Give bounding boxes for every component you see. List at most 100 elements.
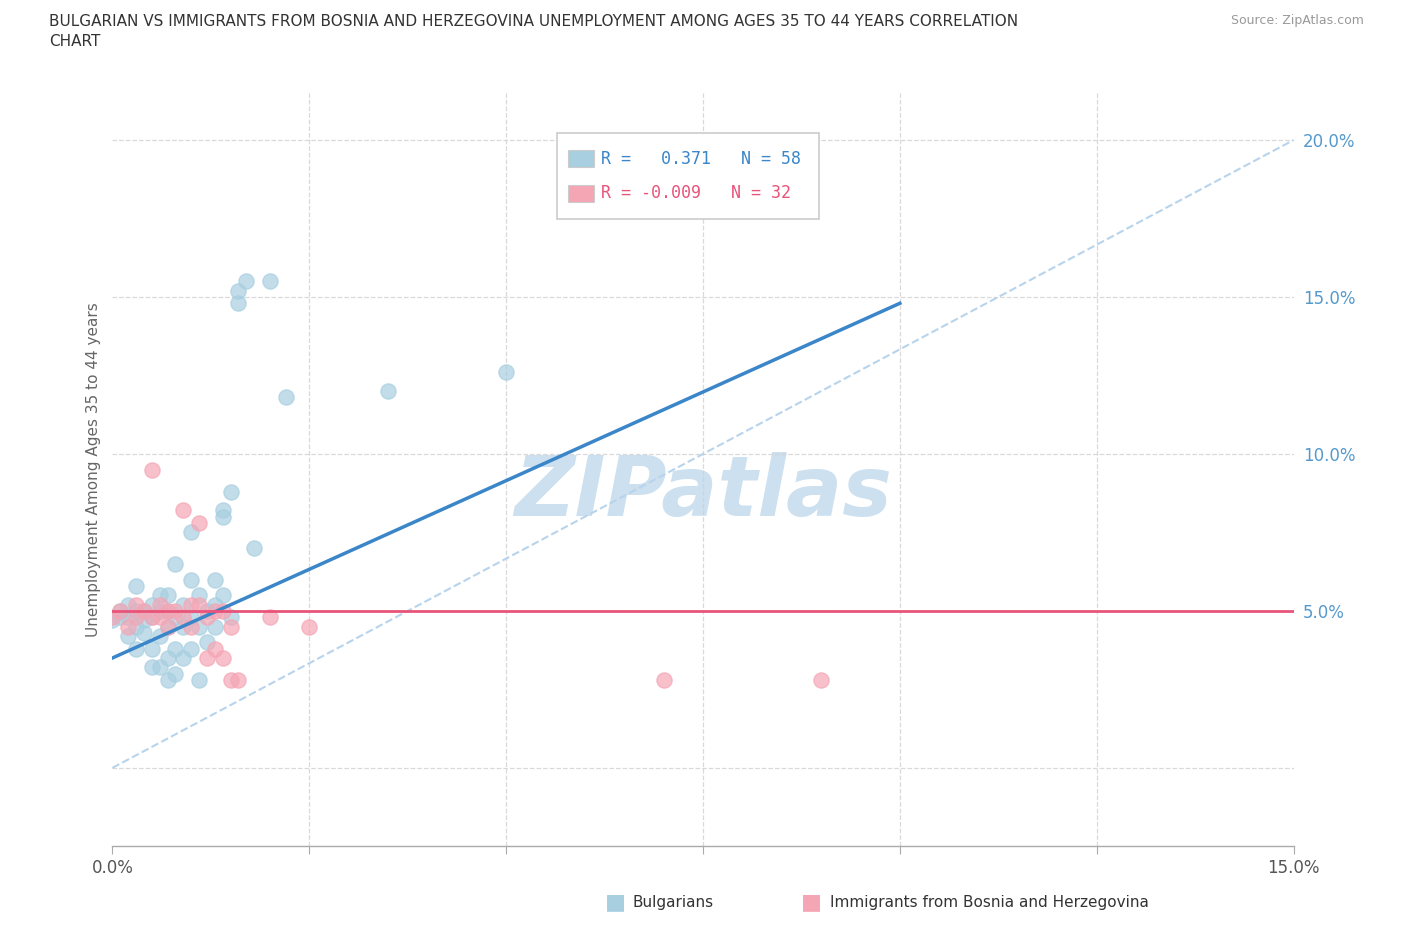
Point <box>172 597 194 612</box>
Point <box>298 619 321 634</box>
Point <box>156 672 179 687</box>
Point <box>172 619 194 634</box>
Point <box>165 641 187 656</box>
Point <box>149 588 172 603</box>
Point <box>228 672 250 687</box>
Point <box>110 604 132 618</box>
Point <box>125 610 148 625</box>
Point <box>204 604 226 618</box>
Point <box>117 610 139 625</box>
Point <box>125 619 148 634</box>
Point <box>211 604 233 618</box>
Point <box>188 619 211 634</box>
Text: Source: ZipAtlas.com: Source: ZipAtlas.com <box>1230 14 1364 27</box>
Point <box>141 641 163 656</box>
Point <box>211 651 233 666</box>
Point <box>156 651 179 666</box>
Point <box>141 462 163 477</box>
Point <box>180 610 202 625</box>
Point <box>211 503 233 518</box>
Point <box>219 485 242 499</box>
Point <box>180 525 202 539</box>
Point <box>132 604 155 618</box>
Point <box>156 588 179 603</box>
Point <box>101 610 124 625</box>
Point <box>204 641 226 656</box>
Point <box>195 635 218 650</box>
Point <box>219 672 242 687</box>
Point <box>211 588 233 603</box>
Point <box>204 619 226 634</box>
Point <box>228 284 250 299</box>
Point <box>117 597 139 612</box>
Point <box>165 556 187 571</box>
Point <box>219 610 242 625</box>
Point <box>149 629 172 644</box>
Point <box>149 610 172 625</box>
Point <box>810 672 832 687</box>
Point <box>132 626 155 641</box>
Point <box>235 273 257 288</box>
Point <box>204 572 226 587</box>
Point <box>172 610 194 625</box>
Point <box>110 610 132 625</box>
Y-axis label: Unemployment Among Ages 35 to 44 years: Unemployment Among Ages 35 to 44 years <box>86 302 101 637</box>
Point <box>180 597 202 612</box>
Point <box>195 604 218 618</box>
Point <box>141 660 163 675</box>
Point <box>219 619 242 634</box>
Point <box>172 503 194 518</box>
Text: Immigrants from Bosnia and Herzegovina: Immigrants from Bosnia and Herzegovina <box>830 895 1149 910</box>
Point <box>211 510 233 525</box>
Point <box>149 660 172 675</box>
Point <box>165 610 187 625</box>
Point <box>132 604 155 618</box>
Point <box>149 597 172 612</box>
Point <box>259 273 281 288</box>
Text: CHART: CHART <box>49 34 101 49</box>
Text: ZIPatlas: ZIPatlas <box>515 452 891 533</box>
Point <box>117 619 139 634</box>
Point <box>125 604 148 618</box>
Point <box>180 641 202 656</box>
Point <box>180 619 202 634</box>
Text: R = -0.009   N = 32: R = -0.009 N = 32 <box>600 184 790 202</box>
Text: ■: ■ <box>605 892 626 912</box>
Point <box>195 610 218 625</box>
Point <box>259 610 281 625</box>
Point <box>195 651 218 666</box>
Point <box>377 384 399 399</box>
Point <box>156 619 179 634</box>
Point <box>132 613 155 628</box>
Point <box>495 365 517 379</box>
Point <box>101 613 124 628</box>
Point <box>110 604 132 618</box>
Point <box>165 604 187 618</box>
Point <box>274 390 297 405</box>
Point <box>188 597 211 612</box>
Point <box>188 672 211 687</box>
Point <box>125 641 148 656</box>
Point <box>141 610 163 625</box>
Point <box>165 666 187 681</box>
Point <box>652 672 675 687</box>
Point <box>125 578 148 593</box>
Point <box>149 604 172 618</box>
Text: BULGARIAN VS IMMIGRANTS FROM BOSNIA AND HERZEGOVINA UNEMPLOYMENT AMONG AGES 35 T: BULGARIAN VS IMMIGRANTS FROM BOSNIA AND … <box>49 14 1018 29</box>
Point <box>172 651 194 666</box>
Point <box>125 597 148 612</box>
Point <box>156 604 179 618</box>
Point <box>156 619 179 634</box>
Point <box>228 296 250 311</box>
Point <box>243 540 266 555</box>
Text: Bulgarians: Bulgarians <box>633 895 714 910</box>
Point <box>141 597 163 612</box>
Point <box>117 629 139 644</box>
Point <box>180 572 202 587</box>
Point <box>188 515 211 530</box>
Point <box>141 610 163 625</box>
Point <box>204 597 226 612</box>
Text: ■: ■ <box>801 892 823 912</box>
Point <box>156 604 179 618</box>
Point <box>188 588 211 603</box>
